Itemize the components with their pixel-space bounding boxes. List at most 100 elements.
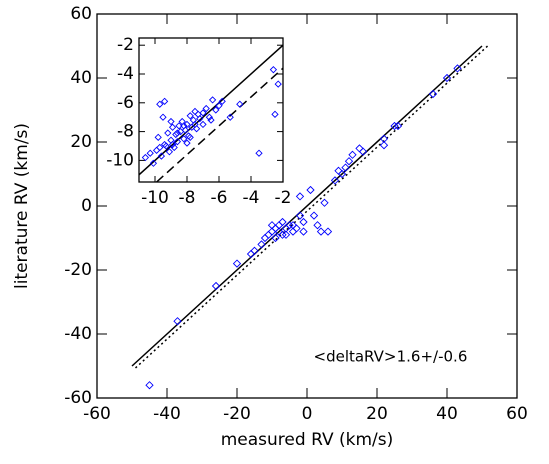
point xyxy=(295,211,305,220)
point xyxy=(246,249,256,259)
y-tick-label: -2 xyxy=(117,35,134,55)
y-tick-label: -4 xyxy=(117,64,134,84)
y-tick-label: -60 xyxy=(64,388,92,408)
x-tick-label: -8 xyxy=(179,188,196,208)
point xyxy=(180,122,188,130)
point xyxy=(274,80,282,88)
point xyxy=(196,115,204,123)
point xyxy=(202,104,210,113)
point xyxy=(232,259,242,268)
y-tick-label: -10 xyxy=(106,150,134,170)
point xyxy=(173,317,182,326)
x-tick-label: -10 xyxy=(141,188,169,208)
point xyxy=(267,221,277,230)
point xyxy=(146,149,154,157)
y-tick-label: -20 xyxy=(64,260,92,280)
plot-frame xyxy=(138,37,284,183)
point xyxy=(173,129,182,137)
point xyxy=(186,133,194,141)
y-tick-label: 20 xyxy=(70,132,92,152)
point xyxy=(355,144,364,153)
point xyxy=(149,159,158,167)
y-tick-label: -40 xyxy=(64,324,92,344)
point xyxy=(306,185,315,195)
point xyxy=(156,100,164,108)
point xyxy=(278,217,287,227)
x-tick-label: -2 xyxy=(275,188,292,208)
x-tick-label: 20 xyxy=(366,404,388,424)
point xyxy=(320,198,329,207)
point xyxy=(299,217,308,227)
point xyxy=(186,112,194,120)
point xyxy=(164,129,172,137)
point xyxy=(288,221,298,230)
point xyxy=(269,66,278,74)
annotation: <deltaRV> xyxy=(314,348,397,366)
point xyxy=(390,121,399,131)
point xyxy=(330,176,340,185)
point xyxy=(175,122,183,130)
point xyxy=(181,126,190,134)
point xyxy=(255,149,263,157)
y-tick-label: -6 xyxy=(117,93,134,113)
point xyxy=(168,123,177,131)
point xyxy=(208,96,217,104)
point xyxy=(316,227,326,236)
point xyxy=(199,109,207,117)
point xyxy=(191,120,199,129)
point xyxy=(358,147,368,156)
point xyxy=(344,157,354,166)
point xyxy=(199,120,207,129)
point xyxy=(334,166,343,175)
point xyxy=(393,121,403,131)
point xyxy=(257,240,266,249)
point xyxy=(160,97,169,105)
point xyxy=(215,102,223,110)
point xyxy=(205,113,214,121)
point xyxy=(154,133,162,141)
point xyxy=(156,143,164,152)
y-tick-label: 40 xyxy=(70,68,92,88)
point xyxy=(218,97,226,105)
point xyxy=(168,140,177,149)
point xyxy=(170,143,178,152)
point xyxy=(236,100,244,108)
y-tick-label: 0 xyxy=(81,196,92,216)
point xyxy=(379,141,389,150)
point xyxy=(295,192,305,201)
x-axis-label: measured RV (km/s) xyxy=(221,430,394,450)
point xyxy=(145,381,154,390)
point xyxy=(341,163,350,172)
point xyxy=(264,230,273,239)
x-tick-label: -6 xyxy=(211,188,228,208)
point xyxy=(260,233,270,243)
point xyxy=(167,117,175,126)
point xyxy=(442,73,452,83)
point xyxy=(428,89,438,99)
point xyxy=(271,224,280,233)
y-tick-label: 60 xyxy=(70,4,92,24)
reference-line xyxy=(156,67,283,182)
point xyxy=(180,135,188,143)
point xyxy=(212,106,220,114)
point xyxy=(313,221,322,230)
point xyxy=(211,281,221,291)
point xyxy=(173,138,182,146)
reference-line xyxy=(131,45,483,367)
x-tick-label: -40 xyxy=(153,404,181,424)
point xyxy=(348,150,357,159)
point xyxy=(183,139,191,147)
point xyxy=(165,148,174,156)
point xyxy=(226,113,234,121)
point xyxy=(271,233,280,243)
point xyxy=(285,221,294,230)
point xyxy=(323,227,333,236)
reference-line xyxy=(139,44,283,176)
point xyxy=(292,224,301,233)
x-tick-label: 40 xyxy=(436,404,458,424)
point xyxy=(207,116,215,124)
point xyxy=(299,227,308,236)
point xyxy=(141,153,150,162)
point xyxy=(309,211,319,220)
